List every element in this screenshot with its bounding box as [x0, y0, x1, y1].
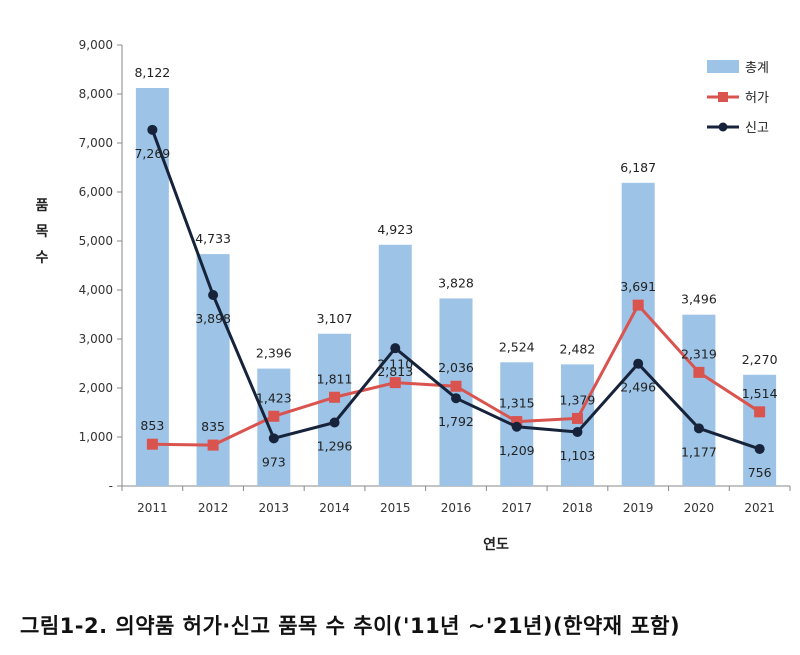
legend-label-report: 신고: [745, 121, 769, 136]
y-axis-title: 품: [36, 198, 49, 214]
bar-total: [196, 254, 230, 486]
report-label: 2,496: [620, 380, 656, 395]
x-tick-label: 2017: [501, 501, 532, 515]
y-tick-label: 2,000: [79, 381, 113, 395]
permit-point: [329, 391, 341, 403]
report-label: 1,177: [681, 444, 717, 459]
permit-label: 3,691: [620, 279, 656, 294]
y-tick-label: 1,000: [79, 430, 113, 444]
report-label: 1,792: [438, 414, 474, 429]
figure-caption: 그림1-2. 의약품 허가·신고 품목 수 추이('11년 ~'21년)(한약재…: [20, 614, 681, 638]
y-tick-label: -: [109, 479, 113, 493]
chart: - 1,000 2,000 3,000 4,000 5,000 6,000 7,000 8,00…: [36, 38, 791, 553]
bar-total: [135, 88, 169, 486]
permit-label: 1,423: [256, 390, 292, 405]
legend-swatch-total: [707, 60, 739, 73]
x-tick-label: 2012: [198, 501, 229, 515]
y-tick-label: 7,000: [79, 136, 113, 150]
x-tick-label: 2014: [319, 501, 350, 515]
y-tick-label: 5,000: [79, 234, 113, 248]
permit-point: [693, 366, 705, 378]
y-axis-title: 수: [36, 250, 49, 266]
y-tick-label: 8,000: [79, 87, 113, 101]
x-tick-label: 2018: [562, 501, 593, 515]
permit-point: [754, 406, 766, 418]
x-tick-label: 2013: [259, 501, 290, 515]
report-point: [208, 289, 219, 300]
bar-total: [257, 368, 291, 486]
report-point: [147, 124, 158, 135]
bar-total-label: 6,187: [620, 160, 656, 175]
legend-label-total: 총계: [745, 61, 769, 76]
report-label: 1,209: [499, 443, 535, 458]
permit-label: 2,110: [377, 357, 413, 372]
x-tick-label: 2011: [137, 501, 168, 515]
report-point: [693, 423, 704, 434]
x-axis-title: 연도: [483, 537, 509, 553]
y-tick-label: 4,000: [79, 283, 113, 297]
permit-label: 835: [201, 419, 225, 434]
bar-total: [621, 182, 655, 486]
report-label: 2,813: [377, 364, 413, 379]
bar-total-label: 2,270: [742, 352, 778, 367]
report-label: 7,269: [134, 146, 170, 161]
bar-total-label: 3,496: [681, 292, 717, 307]
legend-marker-report: [718, 122, 728, 132]
x-tick-label: 2020: [684, 501, 715, 515]
report-label: 3,898: [195, 311, 231, 326]
report-point: [511, 421, 522, 432]
permit-label: 2,319: [681, 346, 717, 361]
bar-total-label: 2,524: [499, 339, 535, 354]
permit-point: [450, 380, 462, 392]
x-tick-label: 2021: [744, 501, 775, 515]
x-tick-label: 2016: [441, 501, 472, 515]
permit-point: [632, 299, 644, 311]
bar-total: [378, 244, 412, 486]
permit-label: 1,811: [317, 371, 353, 386]
bar-total: [743, 374, 777, 486]
bar-total-label: 4,733: [195, 231, 231, 246]
report-point: [268, 433, 279, 444]
bar-total-label: 4,923: [377, 222, 413, 237]
report-point: [633, 358, 644, 369]
report-label: 756: [748, 465, 772, 480]
bar-total-label: 3,107: [317, 311, 353, 326]
permit-point: [571, 412, 583, 424]
bar-total-label: 2,396: [256, 346, 292, 361]
legend-marker-permit: [718, 92, 728, 102]
permit-label: 1,379: [560, 392, 596, 407]
y-tick-label: 9,000: [79, 38, 113, 52]
bar-total: [560, 364, 594, 486]
permit-point: [389, 377, 401, 389]
report-point: [329, 417, 340, 428]
permit-label: 1,315: [499, 396, 535, 411]
permit-label: 853: [140, 418, 164, 433]
permit-label: 1,514: [742, 386, 778, 401]
permit-point: [146, 438, 158, 450]
report-point: [451, 393, 461, 404]
legend-label-permit: 허가: [745, 91, 769, 106]
permit-point: [268, 410, 280, 422]
report-point: [390, 343, 401, 354]
report-label: 1,296: [317, 438, 353, 453]
y-tick-label: 6,000: [79, 185, 113, 199]
report-point: [754, 443, 765, 454]
x-tick-label: 2019: [623, 501, 654, 515]
permit-point: [207, 439, 219, 451]
report-label: 1,103: [560, 448, 596, 463]
permit-label: 2,036: [438, 360, 474, 375]
y-tick-label: 3,000: [79, 332, 113, 346]
bar-total-label: 8,122: [134, 65, 170, 80]
bar-total-label: 2,482: [560, 341, 596, 356]
bar-total: [682, 314, 716, 486]
bar-total-label: 3,828: [438, 275, 474, 290]
y-axis-title: 목: [36, 224, 49, 240]
report-label: 973: [262, 454, 286, 469]
x-tick-label: 2015: [380, 501, 411, 515]
report-point: [572, 426, 583, 437]
permit-point: [511, 416, 523, 428]
